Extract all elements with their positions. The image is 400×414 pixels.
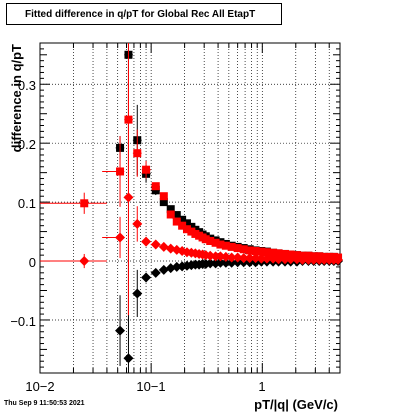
y-axis-label: difference in q/pT [9, 44, 24, 152]
data-point [220, 251, 231, 262]
data-point [232, 252, 243, 263]
data-point [133, 149, 142, 158]
data-point [262, 248, 271, 257]
chart-title-text: Fitted difference in q/pT for Global Rec… [25, 8, 256, 20]
data-point [158, 264, 169, 275]
data-point [172, 211, 181, 220]
data-point [221, 241, 230, 250]
data-point [158, 241, 169, 252]
data-point [182, 219, 191, 228]
data-point [115, 325, 126, 336]
data-point [187, 227, 196, 236]
data-point [261, 253, 272, 264]
data-point [182, 225, 191, 234]
x-axis-label: pT/|q| (GeV/c) [254, 397, 338, 412]
data-point [215, 257, 226, 268]
data-point [256, 253, 267, 264]
data-point [150, 239, 161, 250]
data-point [166, 205, 175, 214]
data-point [132, 288, 143, 299]
data-point [115, 232, 126, 243]
series-red-square [40, 43, 343, 315]
x-tick-label-1e-2: 10−2 [25, 379, 54, 394]
data-point [141, 272, 152, 283]
data-point [150, 267, 161, 278]
data-point [233, 244, 242, 253]
data-point [273, 254, 284, 265]
series-red-diamond [40, 79, 344, 316]
data-point [297, 254, 308, 265]
y-tick-label-03: 0.3 [18, 78, 36, 93]
grid-layer [40, 43, 340, 373]
data-point [178, 215, 187, 224]
data-point [166, 210, 175, 219]
y-tick-label-01: 0.1 [18, 196, 36, 211]
data-point [226, 252, 237, 263]
y-tick-label-neg01: −0.1 [10, 314, 36, 329]
data-point [172, 217, 181, 226]
data-point [238, 253, 249, 264]
data-point [226, 257, 237, 268]
y-tick-label-0: 0 [29, 255, 36, 270]
label-layer: −0.1 0 0.1 0.2 0.3 10−2 10−1 1 pT/|q| (G… [9, 44, 338, 412]
data-point [279, 254, 290, 265]
data-point [201, 235, 210, 244]
data-point [257, 247, 266, 256]
data-point [303, 254, 314, 265]
data-point [216, 240, 225, 249]
plot-frame [39, 42, 341, 374]
data-point [280, 249, 289, 258]
data-point [80, 199, 89, 208]
data-point [132, 218, 143, 229]
data-point [245, 246, 254, 255]
x-tick-label-1: 1 [258, 379, 265, 394]
data-layer [40, 43, 344, 373]
chart-title: Fitted difference in q/pT for Global Rec… [6, 3, 282, 25]
data-point [239, 245, 248, 254]
data-point [285, 254, 296, 265]
data-point [123, 192, 134, 203]
data-point [227, 242, 236, 251]
data-point [151, 182, 160, 191]
data-point [159, 198, 168, 207]
data-point [220, 257, 231, 268]
data-point [205, 258, 216, 269]
data-point [250, 253, 261, 264]
y-tick-label-02: 0.2 [18, 137, 36, 152]
data-point [159, 192, 168, 201]
data-point [244, 253, 255, 264]
x-tick-label-1e-1: 10−1 [136, 379, 165, 394]
data-point [116, 167, 125, 176]
data-point [274, 249, 283, 258]
data-point [123, 353, 134, 364]
data-point [142, 165, 151, 174]
series-black-square [115, 43, 343, 262]
data-point [151, 186, 160, 195]
data-point [211, 238, 220, 247]
data-point [206, 237, 215, 245]
data-point [178, 221, 187, 230]
data-point [79, 256, 90, 267]
footer-timestamp: Thu Sep 9 11:50:53 2021 [4, 400, 85, 407]
data-point [251, 247, 260, 256]
data-point [319, 254, 330, 265]
data-point [269, 248, 278, 257]
tick-layer [39, 43, 340, 374]
data-point [333, 254, 344, 265]
data-point [141, 236, 152, 247]
data-point [187, 222, 196, 231]
data-point [308, 254, 319, 265]
